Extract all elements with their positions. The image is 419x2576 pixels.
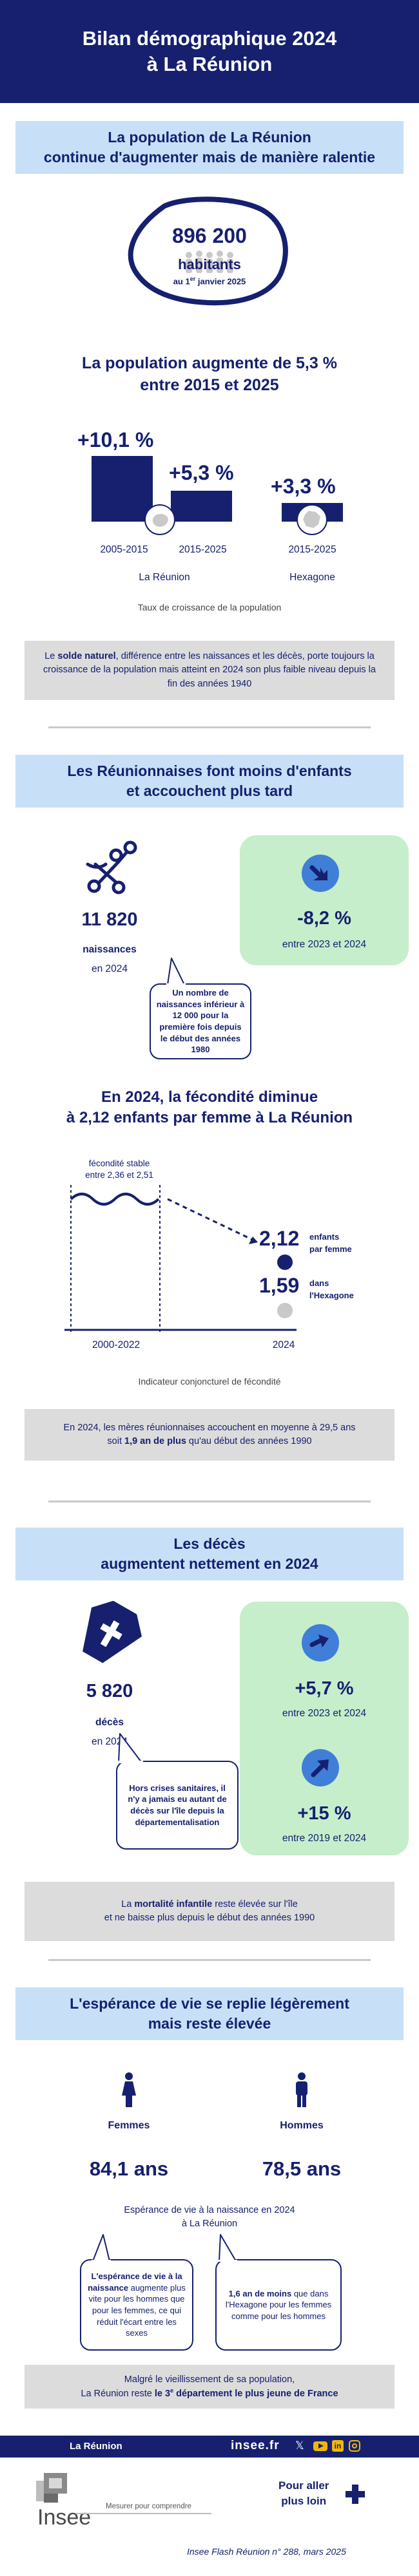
- bar-value-label: +5,3 %: [169, 461, 234, 484]
- bar-period-label: 2015-2025: [288, 544, 336, 555]
- france-map-icon: [297, 504, 327, 535]
- births-change-period: entre 2023 et 2024: [282, 939, 367, 950]
- bar-period-label: 2015-2025: [179, 544, 227, 555]
- insee-logo: Insee: [37, 2505, 92, 2530]
- insee-logo-mark: [36, 2473, 67, 2503]
- page-header: Bilan démographique 2024 à La Réunion: [0, 0, 419, 103]
- reunion-fertility-dot: [277, 1255, 293, 1270]
- fertility-caption: Indicateur conjoncturel de fécondité: [138, 1376, 281, 1387]
- coffin-icon: [83, 1601, 142, 1663]
- reunion-map-icon: [144, 504, 175, 535]
- banner-line1: Les Réunionnaises font moins d'enfants: [67, 762, 352, 779]
- people-icon: [186, 251, 233, 273]
- births-label: naissances: [83, 944, 137, 955]
- bubble-tail: [166, 958, 186, 985]
- bar-reunion-2015-2025: [171, 491, 232, 522]
- header-title-line1: Bilan démographique 2024: [82, 26, 337, 50]
- footer-site-link[interactable]: insee.fr: [231, 2439, 280, 2452]
- reunion-island-outline: [128, 196, 288, 306]
- men-label: Hommes: [280, 2120, 324, 2131]
- section-life-expectancy-banner: L'espérance de vie se replie légèrement …: [15, 1987, 404, 2040]
- births-number: 11 820: [81, 909, 138, 930]
- banner-line2: mais reste élevée: [148, 2015, 271, 2032]
- hexagone-gap-bubble: 1,6 an de moins que dans l'Hexagone pour…: [215, 2259, 342, 2351]
- natural-balance-note: Le solde naturel, différence entre les n…: [24, 641, 395, 700]
- year-label: 2024: [272, 1340, 295, 1350]
- population-growth-title: La population augmente de 5,3 % entre 20…: [82, 354, 337, 394]
- youtube-icon[interactable]: [313, 2441, 327, 2451]
- fertility-chart: [64, 1185, 297, 1333]
- deaths-change1-value: +5,7 %: [295, 1678, 354, 1699]
- men-life-expectancy: 78,5 ans: [262, 2157, 342, 2180]
- bar-period-label: 2005-2015: [100, 544, 148, 555]
- life-expectancy-bubble: L'espérance de vie à la naissance augmen…: [80, 2259, 193, 2351]
- linkedin-icon[interactable]: in: [332, 2440, 344, 2452]
- deaths-change1-period: entre 2023 et 2024: [282, 1708, 367, 1719]
- bubble-tail: [92, 2234, 111, 2262]
- section-deaths-banner: Les décès augmentent nettement en 2024: [15, 1528, 404, 1580]
- deaths-bubble: Hors crises sanitaires, il n'y a jamais …: [116, 1761, 239, 1850]
- footer-region: La Réunion: [70, 2441, 122, 2452]
- plus-icon[interactable]: [344, 2483, 366, 2505]
- source-reference: Insee Flash Réunion n° 288, mars 2025: [187, 2546, 346, 2557]
- deaths-label: décès: [95, 1717, 124, 1728]
- deaths-year: en 2024: [91, 1736, 128, 1747]
- period-label: 2000-2022: [92, 1340, 141, 1350]
- arrow-up-right-icon: [302, 1749, 339, 1786]
- births-year: en 2024: [91, 963, 128, 974]
- man-icon: [296, 2072, 307, 2107]
- bar-value-label: +10,1 %: [77, 428, 154, 451]
- reunion-fertility-unit: enfants par femme: [309, 1232, 352, 1254]
- population-number: 896 200: [172, 224, 247, 247]
- deaths-change2-value: +15 %: [297, 1803, 351, 1824]
- section-births-banner: Les Réunionnaises font moins d'enfants e…: [15, 755, 404, 808]
- infant-mortality-note: La mortalité infantile reste élevée sur …: [24, 1882, 395, 1941]
- section-divider: [48, 1501, 371, 1502]
- region-label: La Réunion: [139, 572, 190, 583]
- chart-caption: Taux de croissance de la population: [137, 602, 282, 612]
- banner-line1: La population de La Réunion: [108, 128, 311, 146]
- deaths-change2-period: entre 2019 et 2024: [282, 1833, 367, 1844]
- section-population-banner: La population de La Réunion continue d'a…: [15, 121, 404, 174]
- bubble-tail: [117, 1733, 143, 1763]
- births-change-value: -8,2 %: [297, 908, 351, 929]
- maternal-age-note: En 2024, les mères réunionnaises accouch…: [24, 1409, 395, 1461]
- hexagone-fertility-unit: dans l'Hexagone: [309, 1278, 354, 1300]
- arrow-down-right-icon: [302, 855, 339, 892]
- banner-line2: et accouchent plus tard: [126, 782, 293, 799]
- youngest-department-note: Malgré le vieillissement de sa populatio…: [24, 2365, 395, 2409]
- women-label: Femmes: [108, 2120, 150, 2131]
- hexagone-label: Hexagone: [289, 572, 335, 583]
- women-life-expectancy: 84,1 ans: [89, 2157, 169, 2180]
- births-bubble: Un nombre de naissances inférieur à 12 0…: [150, 983, 251, 1059]
- hexagone-fertility-value: 1,59: [259, 1274, 300, 1297]
- arrow-right-icon: [302, 1624, 339, 1662]
- population-date: au 1er janvier 2025: [173, 276, 246, 287]
- tagline-rule: [76, 2513, 211, 2514]
- banner-line2: continue d'augmenter mais de manière ral…: [43, 149, 376, 166]
- x-icon[interactable]: 𝕏: [295, 2439, 304, 2452]
- life-expectancy-caption: Espérance de vie à la naissance en 2024 à…: [124, 2205, 295, 2230]
- section-divider: [48, 1959, 371, 1961]
- fertility-stable-label: fécondité stable entre 2,36 et 2,51: [85, 1159, 153, 1180]
- bubble-tail: [218, 2234, 237, 2262]
- instagram-icon[interactable]: [349, 2440, 360, 2452]
- more-info-link[interactable]: Pour aller plus loin: [278, 2479, 329, 2507]
- banner-line1: L'espérance de vie se replie légèrement: [70, 1994, 349, 2012]
- reunion-fertility-value: 2,12: [259, 1227, 300, 1250]
- stroller-icon: [86, 840, 137, 895]
- population-unit: habitants: [178, 256, 241, 272]
- header-title-line2: à La Réunion: [146, 53, 273, 75]
- bar-value-label: +3,3 %: [271, 475, 336, 498]
- woman-icon: [122, 2072, 136, 2107]
- deaths-number: 5 820: [86, 1681, 133, 1701]
- banner-line2: augmentent nettement en 2024: [101, 1555, 318, 1572]
- insee-tagline: Mesurer pour comprendre: [103, 2503, 194, 2510]
- banner-line1: Les décès: [173, 1535, 246, 1552]
- section-divider: [48, 726, 371, 728]
- bar-reunion-2005-2015: [92, 456, 153, 522]
- fertility-title: En 2024, la fécondité diminue à 2,12 enf…: [66, 1088, 353, 1127]
- hexagone-fertility-dot: [277, 1303, 293, 1318]
